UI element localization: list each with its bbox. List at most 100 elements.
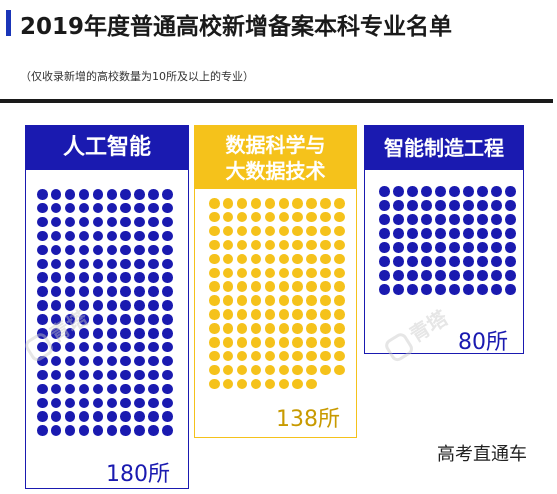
count-dot: [148, 341, 159, 353]
count-dot: [120, 383, 131, 395]
count-dot: [92, 230, 104, 242]
count-dot: [421, 284, 432, 295]
count-dot: [379, 256, 390, 267]
count-dot: [222, 225, 234, 237]
count-dot: [134, 425, 145, 436]
panel-header-line: 人工智能: [62, 134, 151, 160]
count-dot: [477, 200, 488, 211]
count-dot: [37, 202, 48, 214]
count-dot: [106, 202, 117, 214]
count-dot: [106, 369, 117, 381]
count-dot: [393, 270, 404, 281]
count-dot: [50, 286, 62, 297]
count-dot: [264, 309, 276, 320]
count-dot: [320, 281, 331, 292]
count-dot: [435, 284, 446, 295]
count-dot: [106, 272, 117, 283]
count-dot: [37, 383, 48, 395]
count-dot: [250, 364, 262, 376]
count-dot: [64, 341, 76, 353]
count-dot: [278, 281, 289, 292]
count-dot: [209, 350, 220, 362]
count-dot: [421, 242, 432, 253]
count-dot: [505, 186, 516, 197]
count-dot: [50, 383, 62, 395]
count-dot: [148, 425, 159, 436]
count-dot: [106, 230, 117, 242]
count-dot: [491, 270, 502, 281]
count-dot: [162, 328, 173, 339]
count-dot: [120, 314, 131, 325]
count-dot: [222, 337, 234, 348]
count-dot: [477, 186, 488, 197]
count-dot: [320, 211, 331, 223]
count-dot: [236, 198, 248, 209]
count-dot: [463, 186, 474, 197]
count-dot: [292, 378, 303, 390]
count-dot: [505, 256, 516, 267]
count-dot: [320, 364, 331, 376]
count-dot: [134, 258, 145, 269]
count-dot: [148, 328, 159, 339]
count-dot: [250, 211, 262, 223]
count-dot: [278, 225, 289, 237]
count-dot: [148, 258, 159, 269]
count-dot: [162, 300, 173, 311]
count-dot: [92, 258, 104, 269]
count-dot: [306, 337, 317, 348]
count-dot: [78, 369, 90, 381]
count-dot: [92, 397, 104, 408]
count-dot: [435, 186, 446, 197]
count-dot: [78, 216, 90, 228]
count-dot: [306, 225, 317, 237]
panel-header-line: 智能制造工程: [384, 136, 504, 160]
count-dot: [134, 341, 145, 353]
count-dot: [250, 337, 262, 348]
count-dot: [162, 314, 173, 325]
count-dot: [37, 300, 48, 311]
count-dot: [37, 258, 48, 269]
count-dot: [306, 323, 317, 334]
count-dot: [292, 211, 303, 223]
count-dot: [306, 253, 317, 265]
count-dot: [236, 253, 248, 265]
count-dot: [292, 267, 303, 278]
count-dot: [393, 186, 404, 197]
count-dot: [334, 350, 345, 362]
count-dot: [236, 364, 248, 376]
count-dot: [37, 216, 48, 228]
count-dot: [134, 230, 145, 242]
count-dot: [92, 216, 104, 228]
count-dot: [407, 214, 418, 225]
count-dot: [120, 369, 131, 381]
panel-header: 智能制造工程: [365, 126, 523, 170]
count-dot: [379, 200, 390, 211]
count-dot: [78, 425, 90, 436]
panel-2: 数据科学与 大数据技术 138所: [194, 125, 357, 438]
count-dot: [505, 242, 516, 253]
count-dot: [334, 211, 345, 223]
count-dot: [264, 378, 276, 390]
count-dot: [435, 242, 446, 253]
count-dot: [320, 239, 331, 251]
count-dot: [120, 286, 131, 297]
count-dot: [222, 309, 234, 320]
count-dot: [134, 202, 145, 214]
count-dot: [236, 323, 248, 334]
count-dot: [209, 295, 220, 306]
count-dot: [148, 189, 159, 200]
count-dot: [162, 202, 173, 214]
count-dot: [222, 281, 234, 292]
count-dot: [134, 314, 145, 325]
count-dot: [491, 284, 502, 295]
count-dot: [209, 198, 220, 209]
count-dot: [78, 341, 90, 353]
count-dot: [64, 286, 76, 297]
count-dot: [162, 355, 173, 367]
count-dot: [393, 214, 404, 225]
count-dot: [477, 270, 488, 281]
count-dot: [449, 242, 460, 253]
count-dot: [37, 244, 48, 256]
count-dot: [120, 397, 131, 408]
count-dot: [78, 189, 90, 200]
